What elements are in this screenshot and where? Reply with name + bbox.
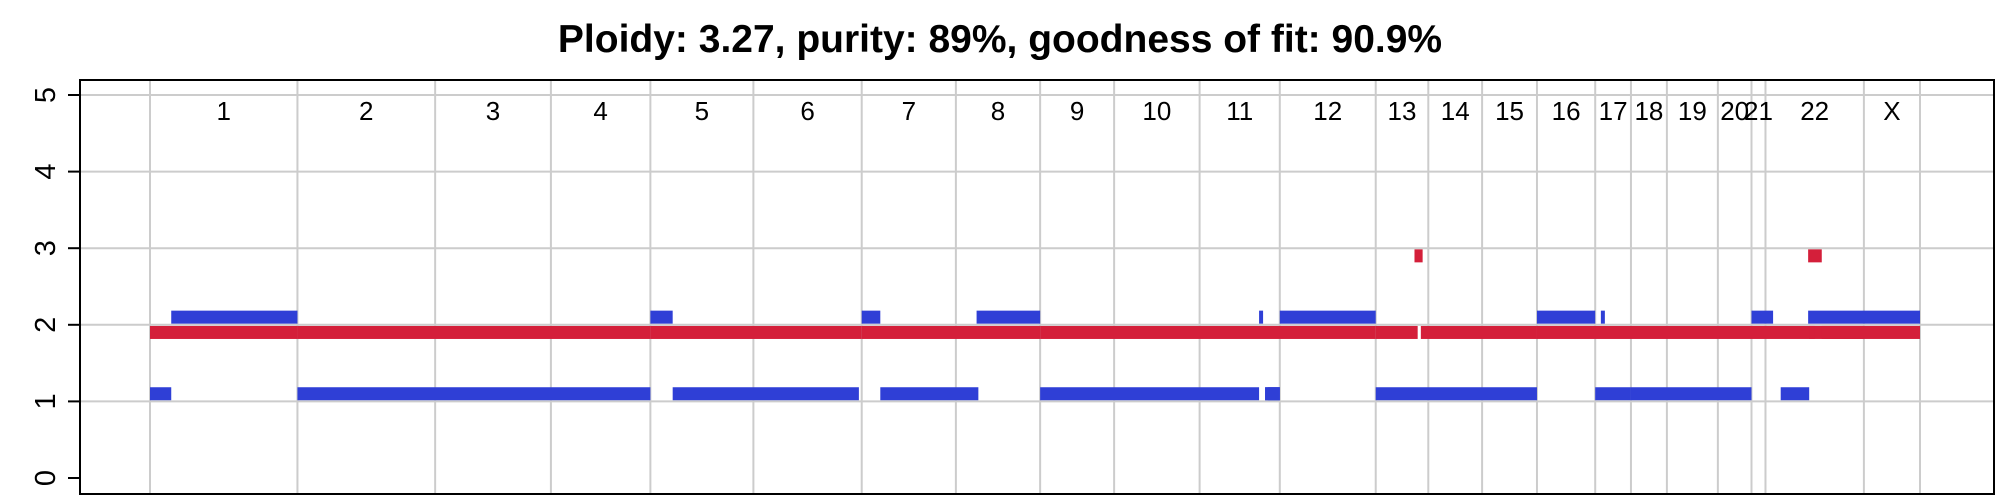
y-tick-label: 0: [30, 470, 62, 486]
major-segment: [1595, 387, 1631, 401]
major-segment: [171, 310, 298, 324]
chromosome-label-10: 10: [1142, 96, 1171, 126]
major-segment: [1375, 387, 1537, 401]
minor-segment: [1809, 325, 1815, 339]
major-segment: [1040, 387, 1260, 401]
major-segment: [1536, 310, 1596, 324]
major-segment: [297, 387, 651, 401]
chromosome-label-6: 6: [800, 96, 814, 126]
minor-segment: [861, 325, 1041, 339]
major-segment: [1808, 310, 1920, 324]
chromosome-label-14: 14: [1441, 96, 1470, 126]
major-segment: [672, 387, 859, 401]
minor-segment: [1040, 325, 1376, 339]
chromosome-label-12: 12: [1313, 96, 1342, 126]
chromosome-label-8: 8: [991, 96, 1005, 126]
chromosome-label-13: 13: [1388, 96, 1417, 126]
chromosome-label-4: 4: [593, 96, 607, 126]
segments: [150, 249, 1920, 401]
chromosome-label-19: 19: [1678, 96, 1707, 126]
major-segment: [1267, 387, 1280, 401]
major-segment: [1259, 310, 1264, 324]
y-axis: 0 1 2 3 4 5: [30, 87, 80, 486]
major-segment: [1780, 387, 1810, 401]
chromosome-label-18: 18: [1634, 96, 1663, 126]
minor-segment: [1420, 325, 1537, 339]
major-segment: [150, 387, 172, 401]
minor-segment: [1821, 325, 1920, 339]
y-tick-label: 4: [30, 164, 62, 180]
minor-segment: [150, 325, 298, 339]
y-tick-label: 2: [30, 317, 62, 333]
major-segment: [880, 387, 979, 401]
chromosome-label-15: 15: [1495, 96, 1524, 126]
chromosome-label-20: 20: [1720, 96, 1749, 126]
chromosome-label-7: 7: [902, 96, 916, 126]
major-segment: [976, 310, 1041, 324]
chromosome-label-22: 22: [1800, 96, 1829, 126]
chromosome-label-5: 5: [695, 96, 709, 126]
major-segment: [1600, 310, 1605, 324]
major-segment: [650, 310, 673, 324]
minor-segment: [650, 325, 862, 339]
major-segment: [861, 310, 881, 324]
major-segment: [1279, 310, 1376, 324]
minor-segment: [1536, 325, 1864, 339]
major-segment: [1630, 387, 1752, 401]
minor-segment: [1808, 249, 1822, 263]
chromosome-label-16: 16: [1552, 96, 1581, 126]
y-tick-label: 1: [30, 393, 62, 409]
chromosome-label-17: 17: [1599, 96, 1628, 126]
chromosome-label-1: 1: [216, 96, 230, 126]
major-segment: [1751, 310, 1774, 324]
y-tick-label: 3: [30, 240, 62, 256]
chromosome-label-21: 21: [1744, 96, 1773, 126]
chromosome-label-2: 2: [359, 96, 373, 126]
minor-segment: [297, 325, 651, 339]
grid: [80, 80, 1994, 494]
chromosome-label-11: 11: [1226, 96, 1253, 126]
y-tick-label: 5: [30, 87, 62, 103]
chromosome-label-3: 3: [486, 96, 500, 126]
chart-title: Ploidy: 3.27, purity: 89%, goodness of f…: [557, 18, 1443, 61]
chromosome-label-9: 9: [1070, 96, 1084, 126]
minor-segment: [1375, 325, 1418, 339]
minor-segment: [1414, 249, 1423, 263]
plot-frame: [79, 79, 1995, 495]
chromosome-label-X: X: [1883, 96, 1900, 126]
